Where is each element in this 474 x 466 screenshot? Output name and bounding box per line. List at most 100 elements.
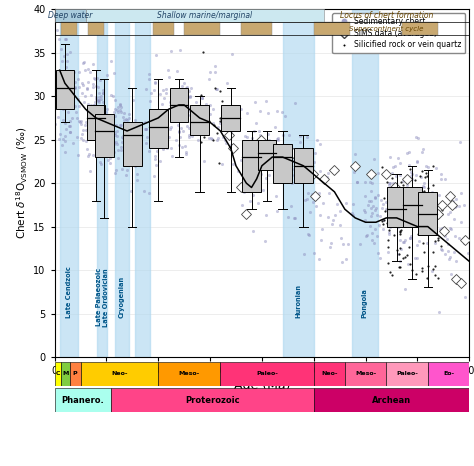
Point <box>184 107 191 114</box>
Point <box>350 169 357 176</box>
Point <box>145 189 153 196</box>
Point <box>420 219 428 226</box>
Point <box>370 239 377 247</box>
Bar <box>402 22 438 35</box>
Bar <box>273 144 292 183</box>
Point <box>444 247 452 255</box>
Bar <box>352 9 378 357</box>
Point <box>288 203 295 210</box>
Point <box>312 203 320 210</box>
Point <box>63 50 71 57</box>
Point <box>82 126 90 133</box>
Point <box>192 106 200 113</box>
Point <box>385 230 393 238</box>
Point <box>444 240 451 248</box>
Point <box>123 116 131 123</box>
Point <box>62 82 69 89</box>
Point <box>356 240 364 247</box>
Point <box>218 160 226 167</box>
Point <box>253 183 260 190</box>
Point <box>133 176 141 184</box>
Point <box>429 204 437 211</box>
Point <box>66 68 73 75</box>
Point <box>248 134 256 141</box>
Point <box>264 130 272 137</box>
Point <box>198 127 205 134</box>
Point <box>120 109 128 116</box>
Point <box>404 199 412 206</box>
Point <box>78 130 85 137</box>
Point <box>75 117 83 125</box>
Point <box>413 254 421 262</box>
Point <box>161 113 168 121</box>
Point <box>422 197 430 204</box>
Bar <box>191 105 209 135</box>
Bar <box>123 122 142 166</box>
Point <box>75 103 82 110</box>
Point <box>349 210 356 217</box>
Point <box>295 171 302 179</box>
Point <box>447 208 454 215</box>
Point <box>198 121 205 129</box>
Point <box>163 144 171 152</box>
Point <box>371 207 378 214</box>
Bar <box>170 88 188 122</box>
Text: Paleo-: Paleo- <box>396 371 418 376</box>
Point <box>413 198 420 206</box>
Point <box>106 133 114 140</box>
Point <box>373 204 380 211</box>
Point <box>246 163 254 170</box>
Point <box>111 170 118 177</box>
Point <box>420 179 428 186</box>
Point <box>182 143 189 150</box>
Point <box>371 194 379 201</box>
Point <box>102 145 109 153</box>
Point <box>409 212 417 219</box>
Point <box>423 205 430 212</box>
Text: Meso-: Meso- <box>179 371 200 376</box>
Bar <box>81 362 158 386</box>
Point <box>103 105 110 113</box>
Point <box>117 100 124 108</box>
Point <box>450 248 458 255</box>
Point <box>181 79 188 87</box>
Point <box>380 226 387 233</box>
Point <box>117 146 125 154</box>
Point <box>408 175 416 183</box>
Point <box>185 133 192 140</box>
Point <box>59 98 66 106</box>
Point <box>337 207 344 214</box>
Point <box>173 67 181 74</box>
Point <box>131 116 139 124</box>
Point <box>113 122 120 129</box>
Point <box>408 222 415 229</box>
Point <box>87 112 95 119</box>
Point <box>206 135 213 142</box>
Point <box>396 201 404 209</box>
Point <box>385 191 392 199</box>
Point <box>66 117 73 125</box>
Text: Phanero.: Phanero. <box>61 396 104 405</box>
Point <box>96 103 103 111</box>
Point <box>142 125 150 133</box>
Point <box>310 249 318 256</box>
Point <box>393 246 401 254</box>
Point <box>60 53 68 60</box>
Point <box>184 93 192 101</box>
Point <box>418 264 426 272</box>
Point <box>386 224 394 231</box>
Point <box>447 254 454 261</box>
Point <box>367 187 374 195</box>
Point <box>207 134 215 141</box>
Point <box>150 172 158 180</box>
Bar <box>61 22 77 35</box>
Point <box>92 94 100 101</box>
Point <box>78 120 85 128</box>
Point <box>420 248 428 256</box>
Point <box>174 122 182 129</box>
Point <box>77 134 84 142</box>
Point <box>382 199 390 206</box>
Point <box>378 217 386 225</box>
Point <box>142 85 150 93</box>
Point <box>283 156 291 163</box>
